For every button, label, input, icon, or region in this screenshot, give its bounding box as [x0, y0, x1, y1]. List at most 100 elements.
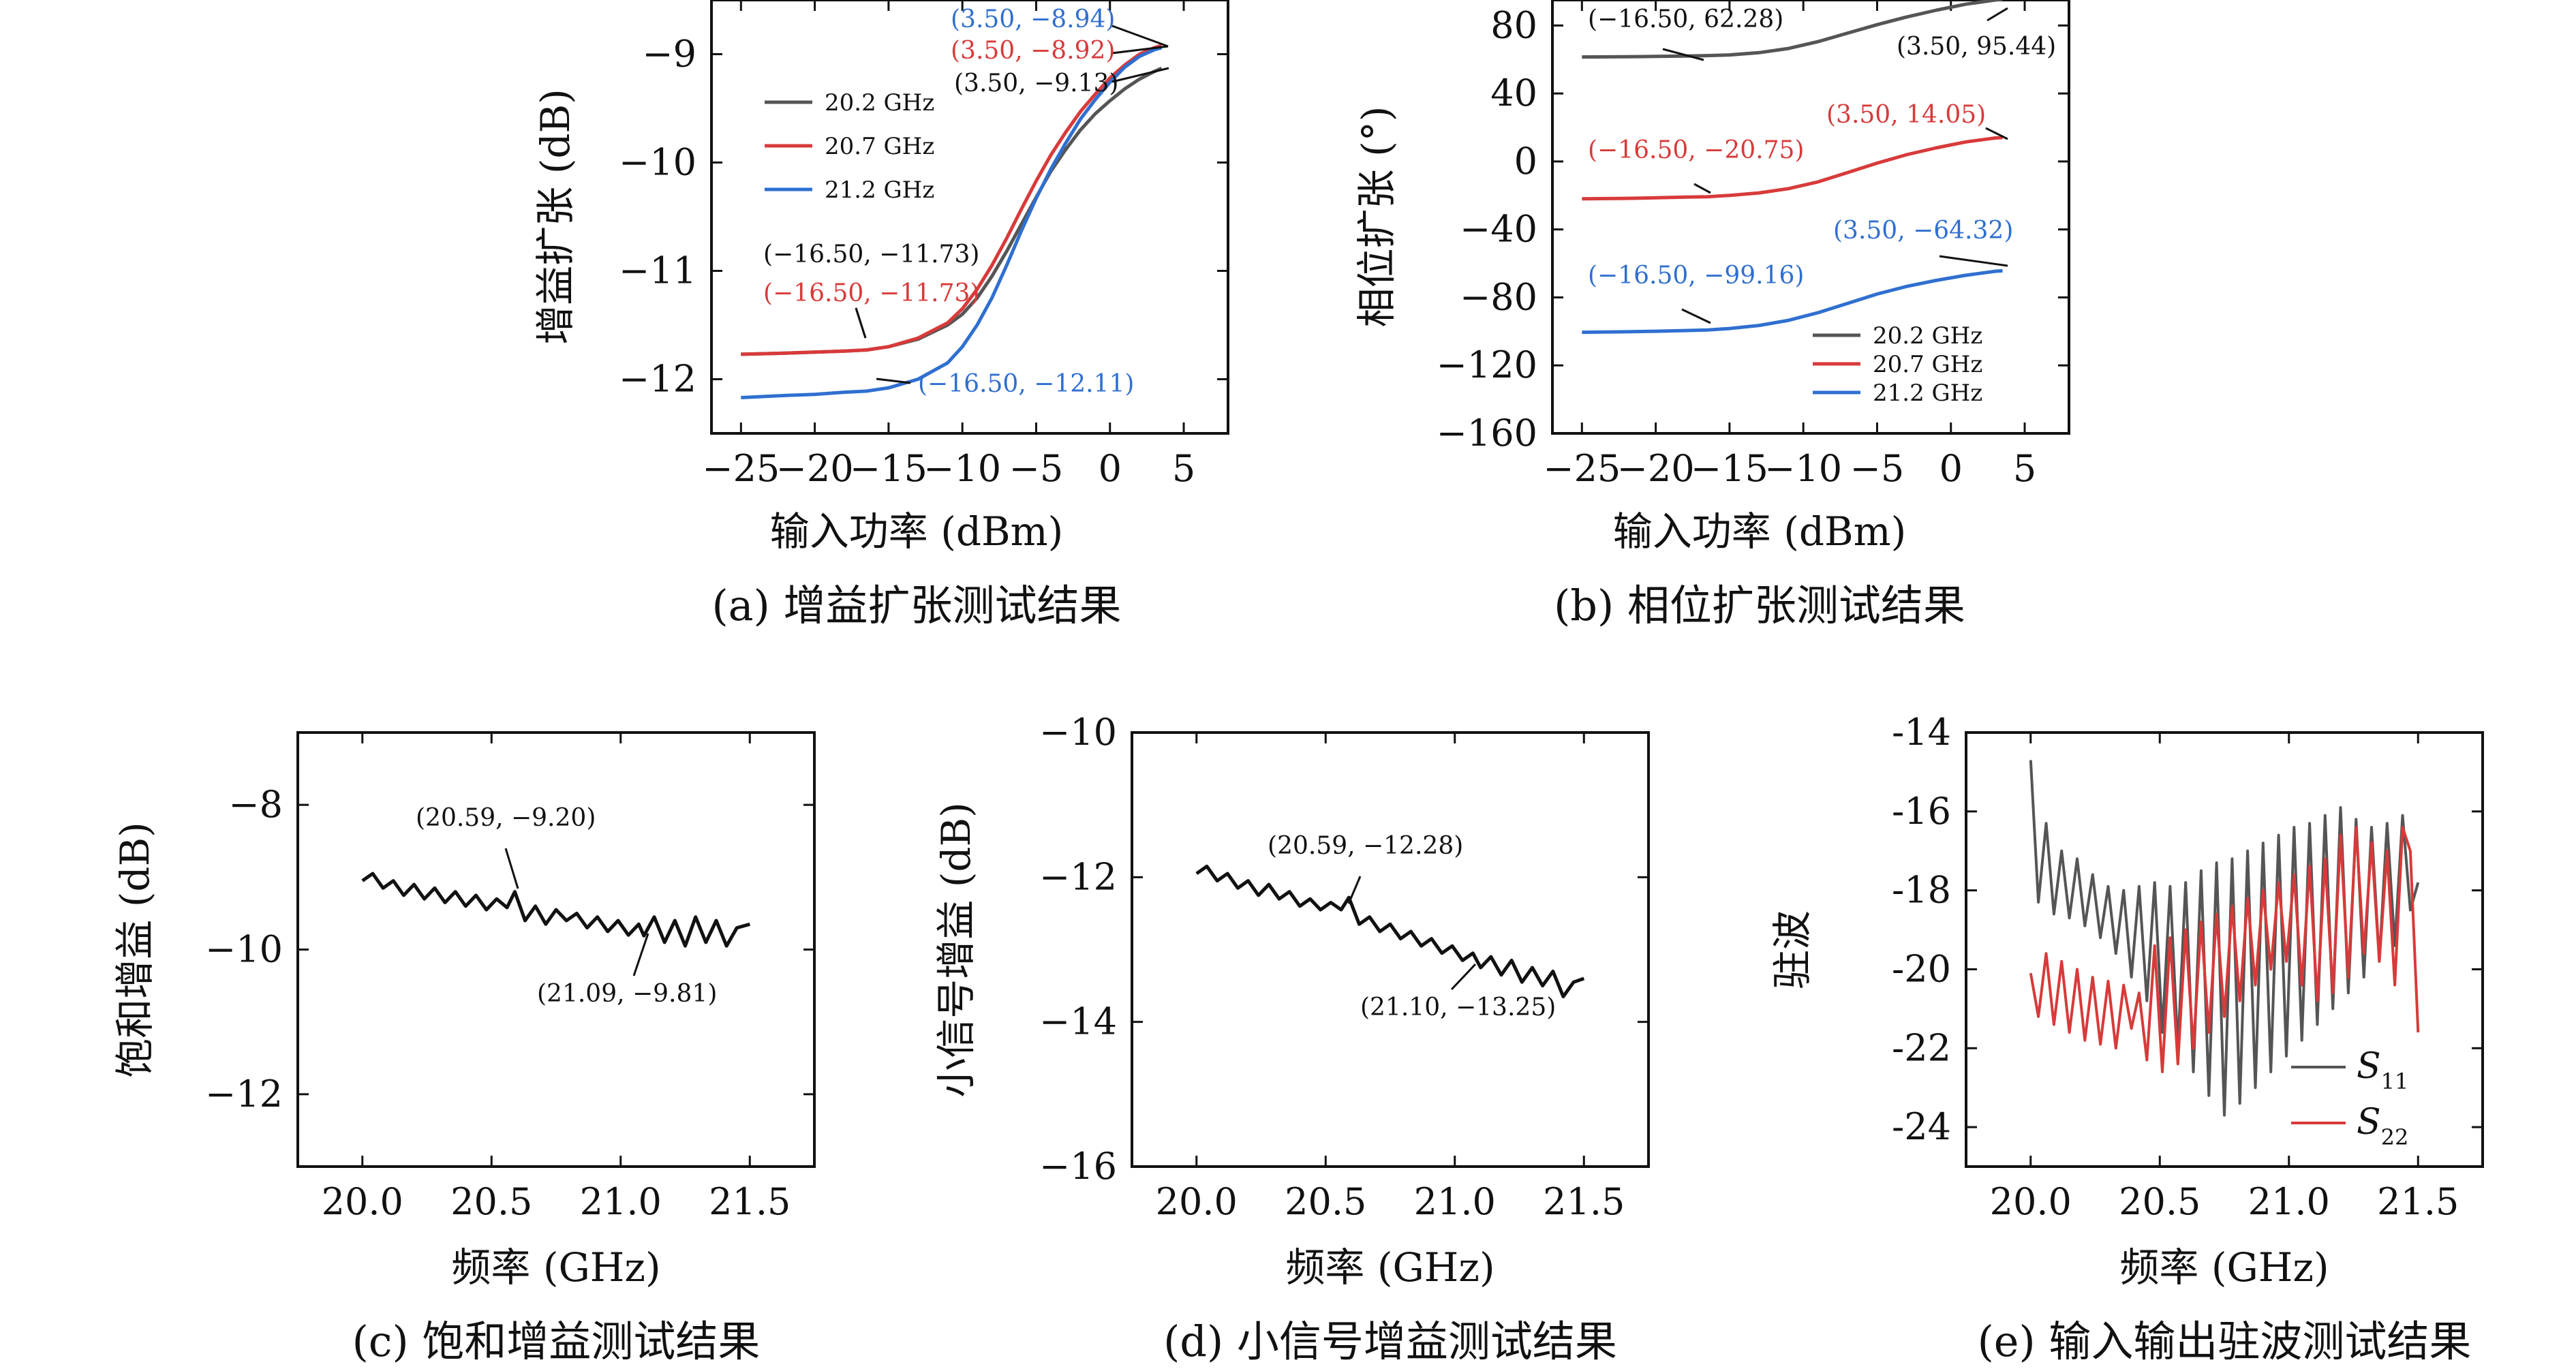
legend-label-0: 20.2 GHz	[1873, 322, 1982, 350]
x-tick-label: 20.0	[1990, 1180, 2072, 1223]
annotation-leader	[1939, 255, 2008, 267]
y-tick-label: −12	[205, 1073, 283, 1115]
plot-frame	[296, 731, 816, 1168]
plot-frame	[1551, 0, 2070, 435]
chart-panel-c: 20.0 20.5 21.0 21.5 −12 −10 −8 频率 (GHz) 饱和增益 (dB…	[112, 731, 816, 1366]
y-tick-label: −40	[1460, 208, 1537, 251]
annotation-label: (3.50, −64.32)	[1833, 217, 2013, 245]
annotation-label: (21.09, −9.81)	[537, 980, 717, 1008]
y-tick-label: 0	[1514, 140, 1537, 183]
series-line-0	[1195, 864, 1585, 998]
y-tick-label: −16	[1039, 1145, 1117, 1188]
annotation-leader	[1347, 876, 1362, 904]
panel-caption: (a) 增益扩张测试结果	[711, 581, 1121, 630]
x-tick-label: 5	[1172, 447, 1195, 490]
annotation-leader	[1681, 308, 1711, 324]
plot-frame	[710, 0, 1229, 435]
annotation-label: (−16.50, −11.73)	[763, 241, 979, 268]
annotation-label: (3.50, −8.94)	[951, 5, 1115, 33]
panel-caption: (b) 相位扩张测试结果	[1554, 581, 1965, 630]
y-tick-label: −11	[619, 249, 696, 292]
chart-panel-b: −25−20−15−10 −5 0 5 −160 −120 −80 −40 0 40 80 输入功率 …	[1353, 0, 2070, 630]
series-line-2	[741, 46, 1163, 399]
series-line-0	[741, 66, 1163, 356]
annotation-label: (20.59, −12.28)	[1268, 832, 1463, 860]
series-line-1	[2029, 826, 2420, 1073]
y-tick-label: -16	[1892, 790, 1951, 833]
annotation-leader	[1111, 45, 1169, 55]
annotation-leader	[504, 848, 519, 889]
y-tick-label: −12	[619, 358, 696, 401]
x-tick-label: 21.5	[2377, 1180, 2459, 1223]
y-tick-label: −8	[228, 783, 283, 826]
series-line-1	[1582, 136, 2003, 201]
x-tick-label: 20.5	[450, 1180, 532, 1223]
x-tick-label: −20	[1617, 447, 1695, 490]
legend-label-subscript: 11	[2381, 1068, 2409, 1094]
y-tick-label: −160	[1437, 412, 1537, 455]
annotation-leader	[1111, 25, 1169, 48]
panel-caption: (e) 输入输出驻波测试结果	[1978, 1316, 2472, 1366]
annotation-leader	[1662, 48, 1704, 61]
annotation-leader	[1987, 7, 2008, 22]
legend-label-1: 20.7 GHz	[1873, 351, 1982, 378]
y-axis-label: 驻波	[1769, 910, 1815, 989]
series-line-0	[1582, 0, 2003, 59]
y-tick-label: -14	[1892, 711, 1951, 754]
x-tick-label: −5	[1850, 447, 1905, 490]
x-tick-label: −15	[1691, 447, 1768, 490]
x-tick-label: 21.0	[2248, 1180, 2330, 1223]
legend-label-2: 21.2 GHz	[825, 176, 934, 204]
annotation-label: (3.50, −8.92)	[951, 37, 1115, 65]
y-tick-label: −14	[1039, 1000, 1117, 1043]
x-tick-label: 21.0	[1414, 1180, 1496, 1223]
annotation-label: (−16.50, −99.16)	[1588, 262, 1804, 290]
panel-caption: (c) 饱和增益测试结果	[352, 1316, 761, 1366]
y-tick-label: −80	[1460, 275, 1537, 318]
x-tick-label: −20	[776, 447, 854, 490]
series-line-2	[1582, 268, 2003, 335]
annotation-label: (−16.50, −20.75)	[1588, 136, 1804, 164]
legend-label-1: 20.7 GHz	[825, 133, 934, 160]
x-axis-label: 输入功率 (dBm)	[1613, 508, 1906, 555]
y-tick-label: −10	[1039, 711, 1117, 754]
y-tick-label: -20	[1892, 947, 1951, 990]
x-axis-label: 频率 (GHz)	[1285, 1244, 1494, 1291]
annotation-label: (−16.50, −11.73)	[763, 279, 979, 307]
x-tick-label: 0	[1099, 447, 1122, 490]
annotation-label: (3.50, −9.13)	[954, 70, 1118, 97]
series-line-1	[741, 44, 1163, 356]
x-tick-label: 21.0	[580, 1180, 662, 1223]
x-tick-label: −10	[1764, 447, 1842, 490]
x-tick-label: −5	[1009, 447, 1064, 490]
x-tick-label: 20.0	[1156, 1180, 1238, 1223]
chart-panel-d: 20.0 20.5 21.0 21.5 −16 −14 −12 −10 频率 (GHz) 小信号增…	[933, 711, 1650, 1366]
plot-frame	[1131, 731, 1650, 1168]
annotation-leader	[1985, 127, 2008, 140]
y-tick-label: -18	[1892, 869, 1951, 912]
x-tick-label: 5	[2013, 447, 2036, 490]
y-tick-label: 40	[1490, 72, 1537, 114]
annotation-label: (−16.50, 62.28)	[1588, 5, 1783, 33]
y-tick-label: −10	[205, 928, 283, 971]
y-axis-label: 小信号增益 (dB)	[933, 802, 979, 1097]
x-tick-label: 20.0	[322, 1180, 403, 1223]
annotation-leader	[632, 933, 649, 976]
legend-label-2: 21.2 GHz	[1873, 380, 1982, 407]
y-axis-label: 增益扩张 (dB)	[532, 89, 579, 344]
x-tick-label: 21.5	[1543, 1180, 1625, 1223]
y-tick-label: −9	[642, 33, 696, 76]
annotation-leader	[855, 307, 867, 339]
legend-label-main: S	[2357, 1046, 2381, 1087]
x-tick-label: −10	[923, 447, 1001, 490]
annotation-leader	[1450, 963, 1477, 991]
annotation-leader	[876, 378, 911, 384]
legend-label-subscript: 22	[2381, 1124, 2409, 1150]
annotation-label: (−16.50, −12.11)	[918, 370, 1134, 398]
legend-label-0: 20.2 GHz	[825, 89, 934, 117]
annotation-label: (3.50, 95.44)	[1897, 33, 2056, 61]
y-tick-label: −120	[1437, 343, 1537, 386]
x-axis-label: 输入功率 (dBm)	[770, 508, 1063, 555]
